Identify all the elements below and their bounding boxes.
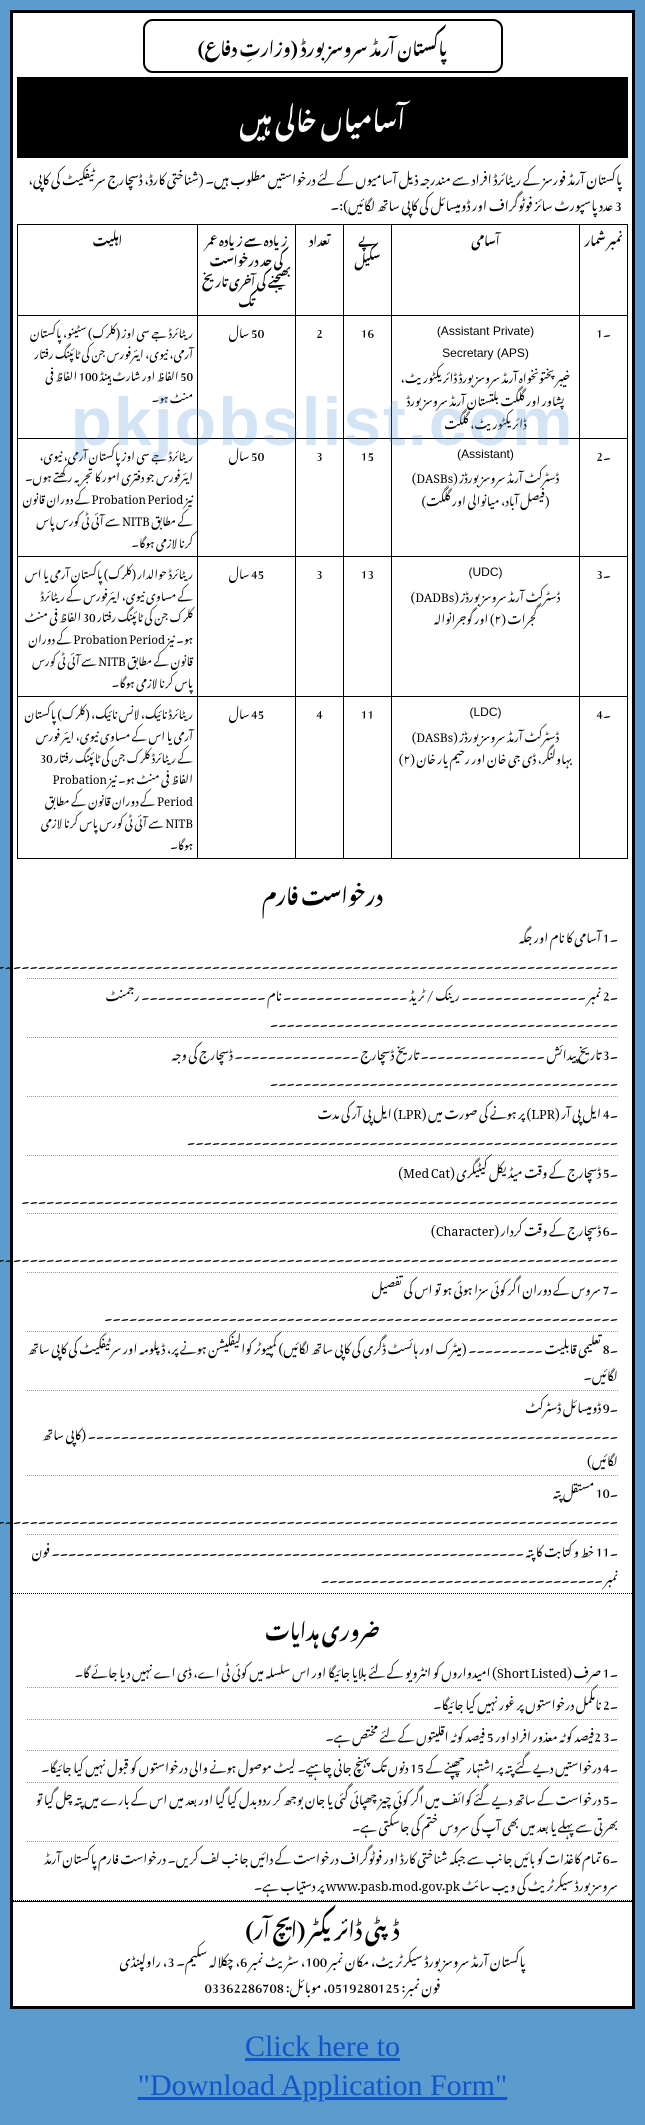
cell-sr: ۔2	[580, 438, 628, 556]
cell-position: (LDC)ڈسٹرکٹ آرمڈ سروسز بورڈز (DASBs)بہاو…	[392, 696, 580, 858]
table-row: ۔3(UDC)ڈسٹرکٹ آرمڈ سروسز بورڈز (DADBs)گج…	[18, 556, 628, 696]
footer-contacts: فون نمبر: 0519280125، موبائل: 0336228670…	[23, 1972, 622, 1998]
cell-eligibility: ریٹائرڈ نائیک، لانس نائیک، (کلرک) پاکستا…	[18, 696, 198, 858]
cell-position: (Assistant Private)Secretary (APS)خیبر پ…	[392, 315, 580, 438]
form-row: ۔10 مستقل پتہ ۔۔۔۔۔۔۔۔۔۔۔۔۔۔۔۔۔۔۔۔۔۔۔۔۔۔…	[27, 1476, 618, 1535]
cell-age: 50 سال	[198, 438, 296, 556]
th-age: زیادہ سے زیادہ عمر کی حد درخواست بھیجنے …	[198, 225, 296, 316]
cell-eligibility: ریٹائرڈ جے سی اوز پاکستان آرمی، نیوی، ای…	[18, 438, 198, 556]
cell-eligibility: ریٹائرڈ حوالدار (کلرک) پاکستان آرمی یا ا…	[18, 556, 198, 696]
th-count: تعداد	[296, 225, 344, 316]
form-row: ۔11 خط و کتابت کا پتہ ۔۔۔۔۔۔۔۔۔۔۔۔۔۔۔۔۔۔…	[27, 1535, 618, 1593]
form-row: ۔4 ایل پی آر (LPR) پر ہونے کی صورت میں (…	[27, 1097, 618, 1156]
instruction-row: ۔3 2فیصد کوٹہ معذور افراد اور 5 فیصد کوٹ…	[27, 1720, 618, 1752]
instruction-items: ۔1 صرف (Short Listed) امیدواروں کو انٹرو…	[13, 1656, 632, 1901]
cell-age: 45 سال	[198, 556, 296, 696]
th-scale: پے سکیل	[344, 225, 392, 316]
instruction-row: ۔4 درخواستیں دیے گئے پتہ پر اشتہار چھپنے…	[27, 1751, 618, 1783]
cell-sr: ۔1	[580, 315, 628, 438]
footer-title: ڈپٹی ڈائریکٹر (ایچ آر)	[23, 1906, 622, 1946]
table-row: ۔1(Assistant Private)Secretary (APS)خیبر…	[18, 315, 628, 438]
page-title: آسامیاں خالی ہیں	[17, 77, 628, 158]
download-link[interactable]: Click here to "Download Application Form…	[138, 2027, 507, 2105]
cell-count: 4	[296, 696, 344, 858]
cell-scale: 16	[344, 315, 392, 438]
footer-address: پاکستان آرمڈ سروسز بورڈ سیکرٹریٹ، مکان ن…	[23, 1946, 622, 1972]
form-row: ۔3 تاریخ پیدائش ۔۔۔۔۔۔۔۔۔۔۔۔۔۔۔ تاریخ ڈس…	[27, 1038, 618, 1097]
form-items: ۔1 آسامی کا نام اور جگہ ۔۔۔۔۔۔۔۔۔۔۔۔۔۔۔۔…	[13, 921, 632, 1594]
table-row: ۔2(Assistant)ڈسٹرکٹ آرمڈ سروسز بورڈز (DA…	[18, 438, 628, 556]
download-link-line1: Click here to	[245, 2030, 400, 2063]
download-link-container: Click here to "Download Application Form…	[10, 2027, 635, 2105]
form-row: ۔7 سروس کے دوران اگر کوئی سزا ہوئی ہو تو…	[27, 1273, 618, 1332]
cell-count: 2	[296, 315, 344, 438]
instruction-row: ۔1 صرف (Short Listed) امیدواروں کو انٹرو…	[27, 1656, 618, 1688]
form-row: ۔5 ڈسچارج کے وقت میڈیکل کیٹیگری (Med Cat…	[27, 1156, 618, 1215]
form-heading: درخواست فارم	[13, 867, 632, 917]
cell-scale: 13	[344, 556, 392, 696]
th-sr: نمبر شمار	[580, 225, 628, 316]
form-row: ۔2 نمبر ۔۔۔۔۔۔۔۔۔۔۔۔۔۔۔ رینک / ٹریڈ ۔۔۔۔…	[27, 979, 618, 1038]
cell-age: 45 سال	[198, 696, 296, 858]
cell-scale: 11	[344, 696, 392, 858]
cell-position: (Assistant)ڈسٹرکٹ آرمڈ سروسز بورڈز (DASB…	[392, 438, 580, 556]
instruction-row: ۔6 تمام کاغذات کو بائیں جانب سے جبکہ شنا…	[27, 1842, 618, 1900]
table-header-row: نمبر شمار آسامی پے سکیل تعداد زیادہ سے ز…	[18, 225, 628, 316]
th-position: آسامی	[392, 225, 580, 316]
cell-sr: ۔3	[580, 556, 628, 696]
jobs-table: نمبر شمار آسامی پے سکیل تعداد زیادہ سے ز…	[17, 224, 628, 859]
cell-scale: 15	[344, 438, 392, 556]
form-row: ۔1 آسامی کا نام اور جگہ ۔۔۔۔۔۔۔۔۔۔۔۔۔۔۔۔…	[27, 921, 618, 980]
th-eligibility: اہلیت	[18, 225, 198, 316]
cell-age: 50 سال	[198, 315, 296, 438]
form-row: ۔6 ڈسچارج کے وقت کردار (Character) ۔۔۔۔۔…	[27, 1214, 618, 1273]
form-row: ۔9 ڈومیسائل ڈسٹرکٹ ۔۔۔۔۔۔۔۔۔۔۔۔۔۔۔۔۔۔۔۔۔…	[27, 1391, 618, 1477]
footer: ڈپٹی ڈائریکٹر (ایچ آر) پاکستان آرمڈ سروس…	[13, 1901, 632, 2006]
intro-text: پاکستان آرمڈ فورسز کے ریٹائرڈ افراد سے م…	[13, 158, 632, 224]
cell-count: 3	[296, 556, 344, 696]
form-row: ۔8 تعلیمی قابلیت ۔۔۔۔۔۔۔۔۔ (میٹرک اور ہا…	[27, 1332, 618, 1391]
org-header: پاکستان آرمڈ سروسز بورڈ (وزارتِ دفاع)	[143, 19, 503, 73]
instructions-heading: ضروری ہدایات	[13, 1602, 632, 1652]
download-link-line2: "Download Application Form"	[138, 2069, 507, 2102]
instruction-row: ۔5 درخواست کے ساتھ دیے گئے کوائف میں اگر…	[27, 1783, 618, 1842]
document-page: pkjobslist.com پاکستان آرمڈ سروسز بورڈ (…	[10, 10, 635, 2009]
cell-position: (UDC)ڈسٹرکٹ آرمڈ سروسز بورڈز (DADBs)گجرا…	[392, 556, 580, 696]
cell-sr: ۔4	[580, 696, 628, 858]
instruction-row: ۔2 نامکمل درخواستوں پر غور نہیں کیا جائی…	[27, 1688, 618, 1720]
table-row: ۔4(LDC)ڈسٹرکٹ آرمڈ سروسز بورڈز (DASBs)بہ…	[18, 696, 628, 858]
cell-eligibility: ریٹائرڈ جے سی اوز (کلرک) سٹینو، پاکستان …	[18, 315, 198, 438]
cell-count: 3	[296, 438, 344, 556]
